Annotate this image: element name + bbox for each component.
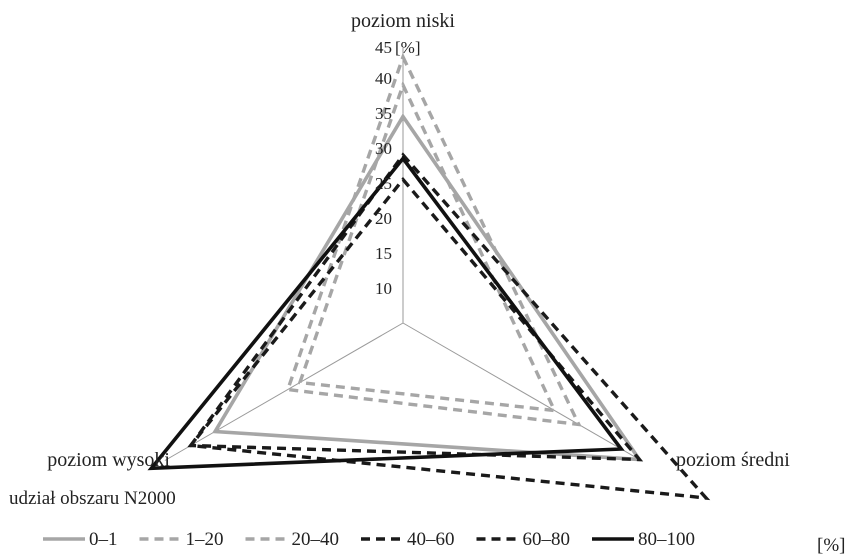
radial-tick-labels: 10 15 20 25 30 35 40 [375, 69, 392, 298]
legend-label-1–20: 1–20 [186, 529, 224, 550]
radar-axis-line-2 [164, 322, 404, 461]
unit-label: [%] [395, 38, 420, 57]
radar-axis-line-1 [402, 322, 642, 461]
tick-label-45: 45 [375, 38, 392, 57]
series-80–100 [147, 155, 625, 471]
radar-axes [164, 48, 642, 461]
series-1–20 [297, 80, 558, 413]
series-20–40 [285, 52, 582, 427]
tick-label-15: 15 [375, 244, 392, 263]
series-40–60 [187, 176, 644, 462]
tick-label-20: 20 [375, 209, 392, 228]
legend-label-40–60: 40–60 [407, 529, 455, 550]
radar-series [147, 52, 711, 501]
legend-label-0–1: 0–1 [89, 529, 118, 550]
tick-label-35: 35 [375, 104, 392, 123]
tick-label-25: 25 [375, 174, 392, 193]
axis-label-left: poziom wysoki [47, 449, 170, 471]
axis-label-right: poziom średni [676, 449, 790, 471]
legend-label-80–100: 80–100 [638, 529, 695, 550]
tick-label-40: 40 [375, 69, 392, 88]
legend-label-20–40: 20–40 [292, 529, 340, 550]
tick-label-30: 30 [375, 139, 392, 158]
legend-title: udział obszaru N2000 [9, 488, 176, 509]
axis-label-top: poziom niski [351, 10, 455, 32]
series-0–1 [212, 113, 643, 462]
tick-label-10: 10 [375, 279, 392, 298]
series-60–80 [187, 152, 711, 501]
legend-unit: [%] [817, 535, 845, 556]
legend-label-60–80: 60–80 [523, 529, 571, 550]
legend: 0–1 1–20 20–40 40–60 60–80 80–100 [43, 529, 695, 550]
